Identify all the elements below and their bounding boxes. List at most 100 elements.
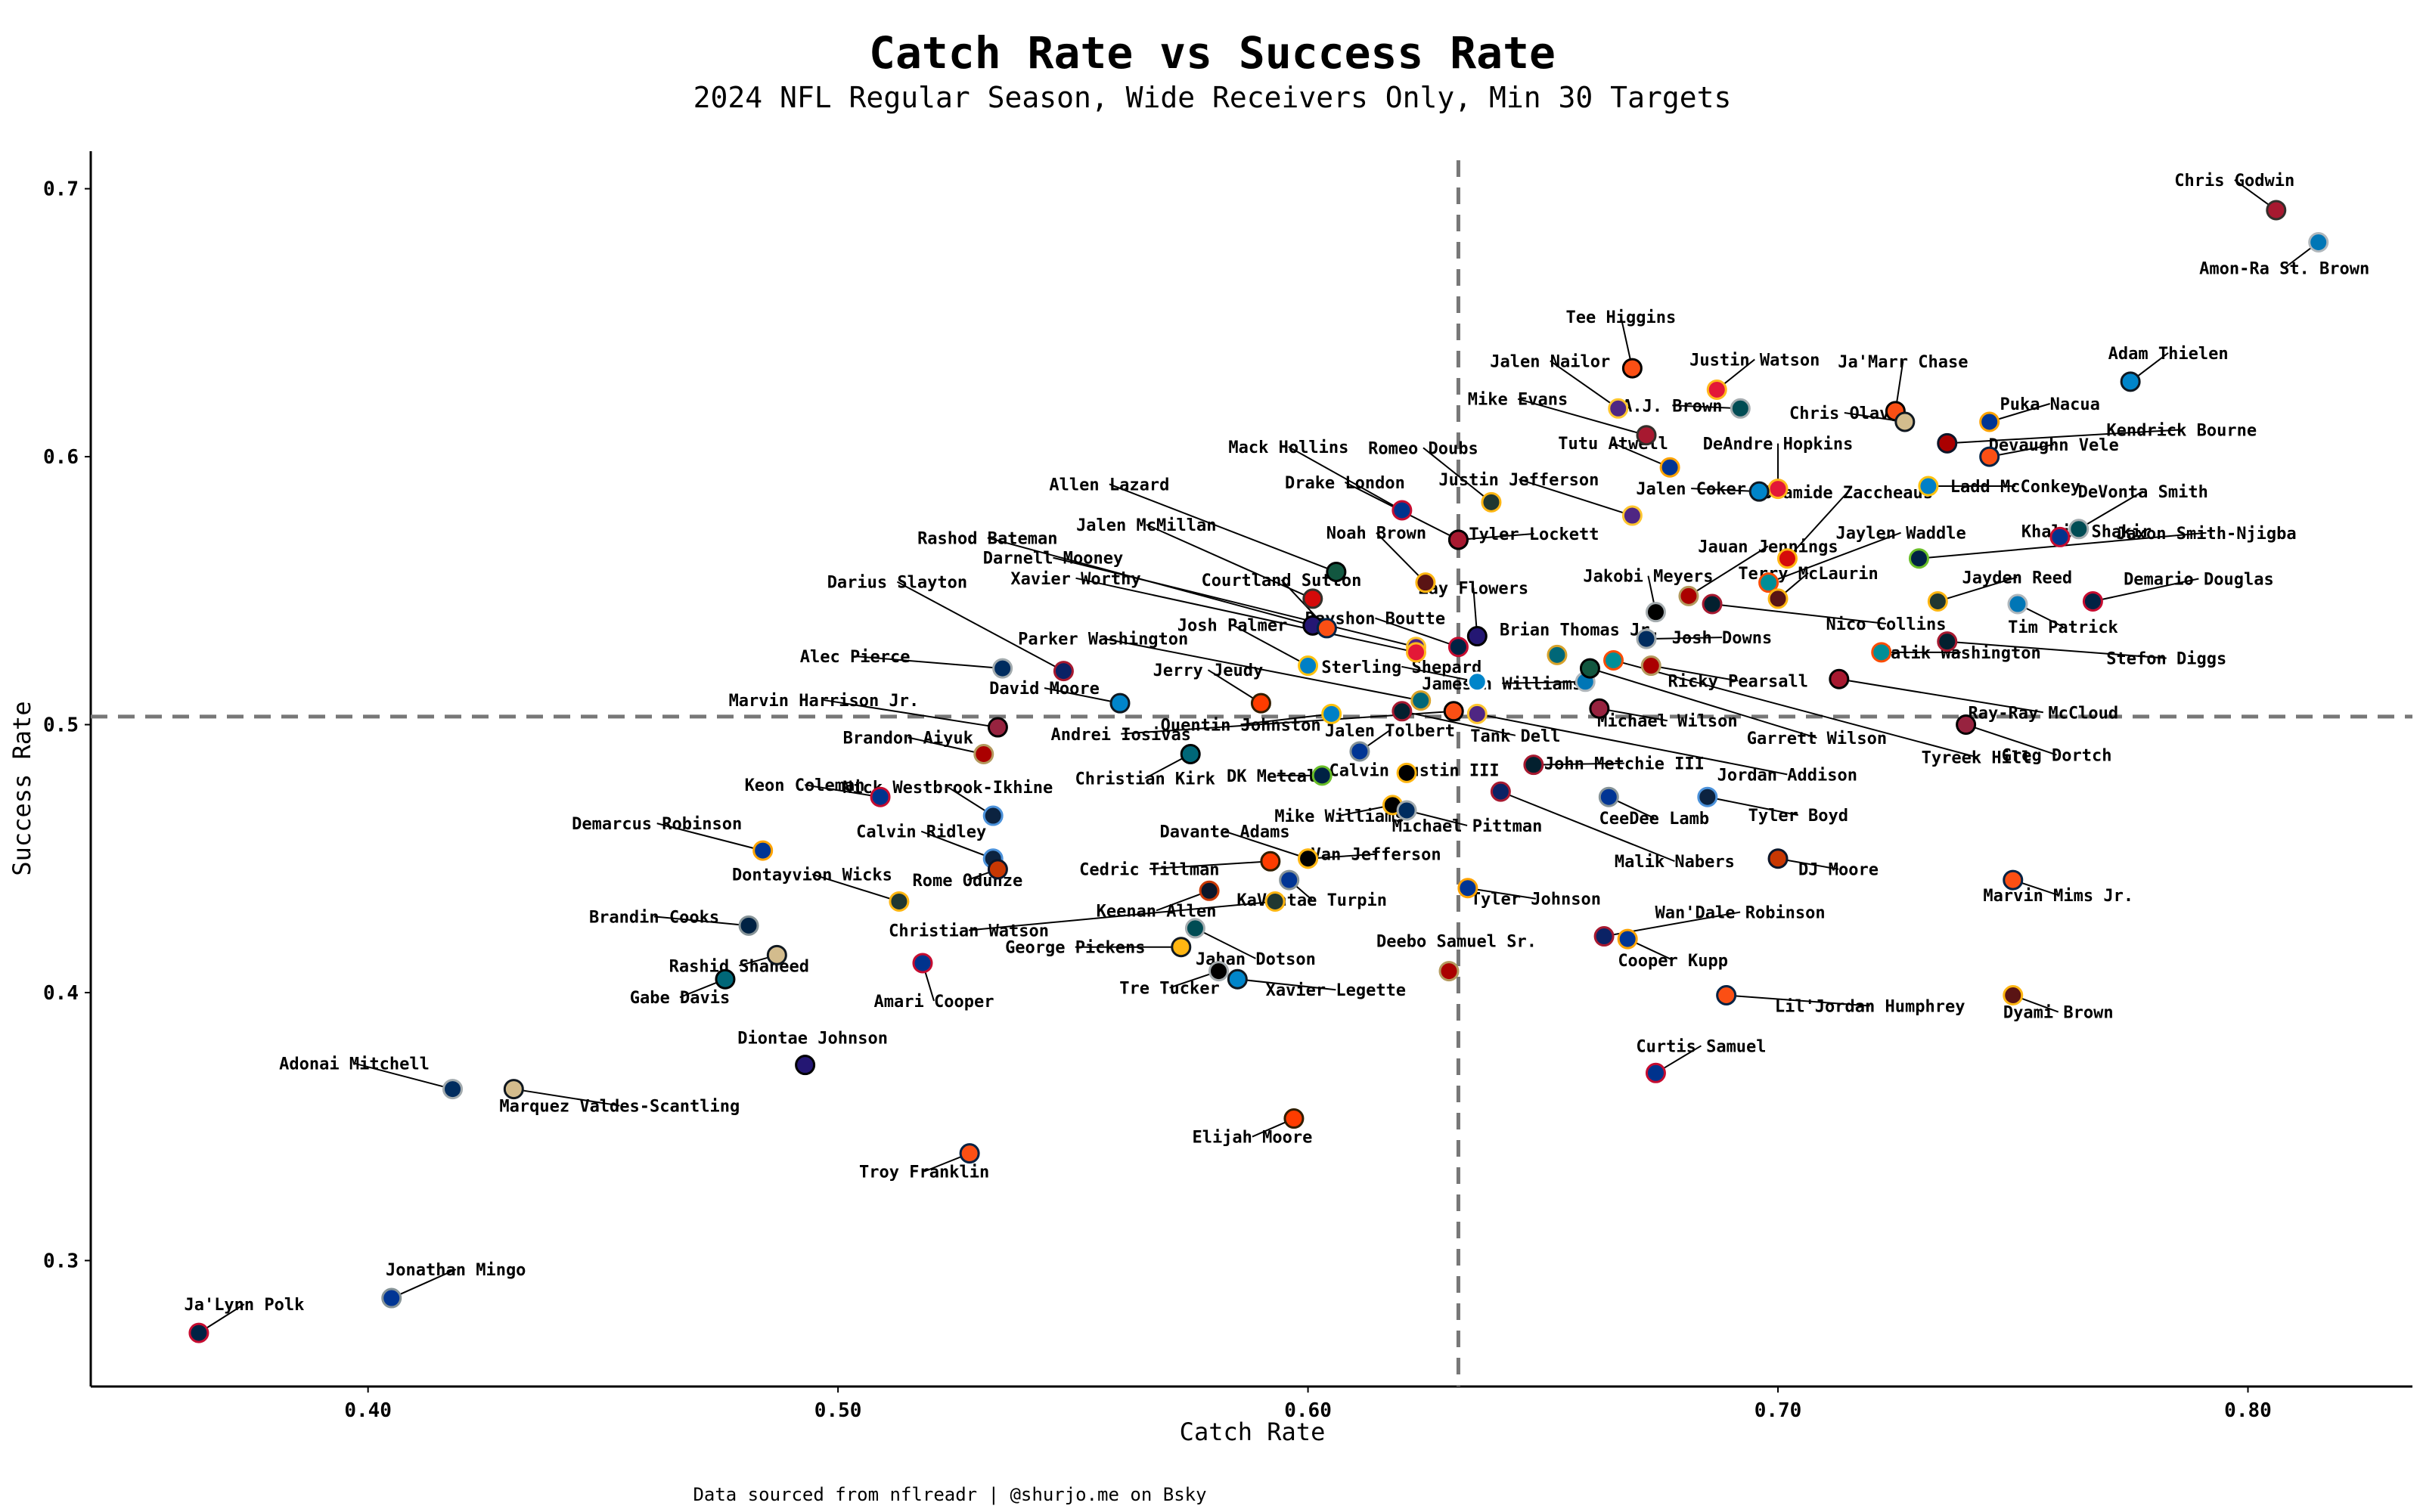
label-leader-line [1109, 483, 1337, 573]
data-point [1392, 701, 1413, 722]
x-tick-label: 0.60 [1284, 1399, 1332, 1422]
label-leader-line [1612, 442, 1671, 469]
data-point [2082, 590, 2103, 612]
data-point [1109, 692, 1131, 714]
point-label: Tank Dell [1470, 727, 1560, 746]
label-leader-line [1651, 665, 1739, 682]
data-point [1767, 588, 1789, 609]
data-point [795, 1055, 816, 1076]
data-point [2003, 985, 2024, 1006]
point-label: Jaylen Waddle [1836, 525, 1966, 544]
data-point [959, 1143, 980, 1164]
label-leader-line [1308, 853, 1376, 860]
point-label: Jaxon Smith-Njigba [2116, 525, 2296, 544]
x-tick-label: 0.80 [2224, 1399, 2272, 1422]
point-label: Mack Hollins [1228, 438, 1348, 457]
point-label: Dontayvion Wicks [732, 866, 892, 885]
point-label: Josh Palmer [1177, 617, 1288, 636]
data-point [1466, 703, 1488, 724]
point-label: Allen Lazard [1049, 476, 1169, 494]
point-label: Jauan Jennings [1698, 538, 1838, 556]
data-point [503, 1079, 524, 1100]
point-label: Wan'Dale Robinson [1655, 904, 1826, 923]
data-point [1415, 572, 1436, 593]
y-axis-label: Success Rate [8, 701, 36, 875]
data-source-caption: Data sourced from nflreadr | @shurjo.me … [693, 1484, 1206, 1505]
label-leader-line [354, 1062, 453, 1090]
data-point [1927, 590, 1948, 612]
data-point [1730, 398, 1751, 419]
data-point [2120, 371, 2141, 392]
point-label: Mike Williams [1274, 807, 1404, 826]
data-point [1392, 500, 1413, 521]
point-label: Rashod Bateman [917, 529, 1057, 548]
label-leader-line [1711, 603, 1887, 625]
data-point [1321, 703, 1342, 724]
data-point [1457, 878, 1478, 899]
data-point [1250, 692, 1271, 714]
point-label: Jayden Reed [1962, 569, 2072, 587]
label-leader-line [1075, 577, 1416, 653]
data-point [2007, 593, 2028, 615]
data-point [1466, 671, 1488, 692]
chart-title: Catch Rate vs Success Rate [869, 27, 1556, 79]
data-point [1264, 891, 1286, 912]
data-point [1894, 411, 1916, 432]
point-label: Greg Dortch [2002, 747, 2112, 766]
data-point [1706, 379, 1727, 400]
point-label: Jonathan Mingo [386, 1261, 526, 1280]
label-leader-line [896, 581, 1064, 672]
data-point [1979, 446, 2000, 467]
point-label: Ja'Marr Chase [1838, 353, 1968, 372]
label-leader-line [1613, 659, 1977, 758]
label-leader-line [1500, 791, 1675, 863]
point-label: Tyler Boyd [1748, 807, 1848, 826]
point-label: Michael Pittman [1392, 817, 1543, 836]
point-label: Keon Coleman [745, 776, 865, 795]
point-label: John Metchie III [1544, 755, 1705, 774]
data-point [1298, 848, 1319, 869]
data-point [1410, 690, 1432, 711]
data-point [1184, 918, 1205, 939]
label-leader-line [1726, 994, 1870, 1007]
point-label: Romeo Doubs [1368, 439, 1478, 458]
data-point [1617, 928, 1638, 950]
data-point [2068, 519, 2090, 540]
point-label: Olamide Zaccheaus [1763, 484, 1933, 503]
point-label: Brandin Cooks [589, 908, 719, 927]
label-leader-line [1786, 491, 1849, 559]
point-label: Curtis Samuel [1636, 1037, 1766, 1056]
data-point [1227, 968, 1248, 990]
data-point [1748, 481, 1770, 502]
data-point [1702, 593, 1723, 615]
point-label: Tim Patrick [2008, 618, 2118, 637]
label-leader-line [968, 900, 1276, 931]
point-label: Jalen McMillan [1076, 516, 1216, 535]
point-label: Tyler Lockett [1469, 525, 1599, 544]
point-label: Jerry Jeudy [1153, 662, 1264, 680]
data-point [982, 805, 1004, 826]
data-point [188, 1322, 209, 1343]
data-point [1937, 432, 1958, 454]
label-leader-line [824, 699, 998, 729]
data-point [1636, 425, 1657, 446]
point-label: DK Metcalf [1227, 767, 1326, 786]
data-point [1208, 961, 1229, 982]
point-label: Zay Flowers [1418, 580, 1528, 599]
point-label: Jalen Nailor [1490, 352, 1610, 371]
point-label: Malik Nabers [1615, 853, 1735, 872]
data-point [442, 1079, 464, 1100]
data-point [1603, 649, 1624, 671]
point-label: Jalen Coker [1636, 480, 1746, 499]
label-leader-line [855, 655, 1003, 670]
label-leader-line [1590, 668, 1817, 739]
label-leader-line [1517, 398, 1647, 436]
label-leader-line [1103, 637, 1421, 702]
data-point [1547, 644, 1568, 665]
data-point [1171, 937, 1192, 958]
label-leader-line [1838, 678, 2043, 714]
label-leader-line [1947, 429, 2182, 445]
point-label: Marvin Harrison Jr. [729, 692, 920, 711]
point-label: Chris Godwin [2174, 172, 2294, 191]
label-leader-line [1646, 637, 1723, 640]
